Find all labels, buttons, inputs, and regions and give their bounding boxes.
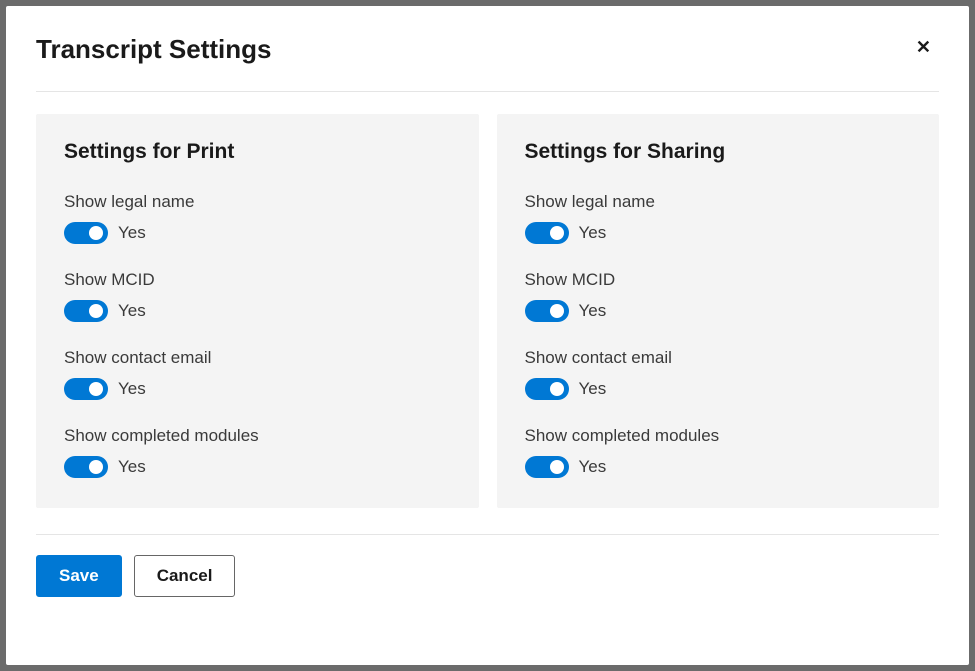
toggle-knob-icon xyxy=(550,226,564,240)
print-mcid-value: Yes xyxy=(118,301,146,321)
sharing-contact-email-toggle[interactable] xyxy=(525,378,569,400)
print-mcid-label: Show MCID xyxy=(64,270,451,290)
sharing-contact-email-value: Yes xyxy=(579,379,607,399)
close-button[interactable]: ✕ xyxy=(908,34,939,60)
sharing-legal-name-row: Show legal name Yes xyxy=(525,192,912,244)
sharing-mcid-label: Show MCID xyxy=(525,270,912,290)
save-button[interactable]: Save xyxy=(36,555,122,597)
print-mcid-toggle[interactable] xyxy=(64,300,108,322)
print-panel-title: Settings for Print xyxy=(64,140,451,164)
print-legal-name-value: Yes xyxy=(118,223,146,243)
toggle-knob-icon xyxy=(550,304,564,318)
sharing-mcid-value: Yes xyxy=(579,301,607,321)
toggle-knob-icon xyxy=(89,382,103,396)
print-completed-modules-value: Yes xyxy=(118,457,146,477)
sharing-settings-panel: Settings for Sharing Show legal name Yes… xyxy=(497,114,940,508)
print-settings-panel: Settings for Print Show legal name Yes S… xyxy=(36,114,479,508)
toggle-knob-icon xyxy=(550,460,564,474)
sharing-completed-modules-toggle-row: Yes xyxy=(525,456,912,478)
cancel-button[interactable]: Cancel xyxy=(134,555,236,597)
settings-modal: Transcript Settings ✕ Settings for Print… xyxy=(6,6,969,665)
print-legal-name-row: Show legal name Yes xyxy=(64,192,451,244)
sharing-completed-modules-label: Show completed modules xyxy=(525,426,912,446)
close-icon: ✕ xyxy=(916,37,931,57)
print-completed-modules-label: Show completed modules xyxy=(64,426,451,446)
print-contact-email-toggle-row: Yes xyxy=(64,378,451,400)
sharing-legal-name-value: Yes xyxy=(579,223,607,243)
print-legal-name-toggle-row: Yes xyxy=(64,222,451,244)
modal-title: Transcript Settings xyxy=(36,34,272,65)
panels-container: Settings for Print Show legal name Yes S… xyxy=(36,114,939,508)
print-contact-email-toggle[interactable] xyxy=(64,378,108,400)
sharing-mcid-row: Show MCID Yes xyxy=(525,270,912,322)
sharing-contact-email-label: Show contact email xyxy=(525,348,912,368)
modal-header: Transcript Settings ✕ xyxy=(36,34,939,92)
toggle-knob-icon xyxy=(89,226,103,240)
sharing-mcid-toggle-row: Yes xyxy=(525,300,912,322)
sharing-completed-modules-value: Yes xyxy=(579,457,607,477)
toggle-knob-icon xyxy=(89,460,103,474)
sharing-mcid-toggle[interactable] xyxy=(525,300,569,322)
sharing-legal-name-toggle-row: Yes xyxy=(525,222,912,244)
sharing-panel-title: Settings for Sharing xyxy=(525,140,912,164)
sharing-legal-name-toggle[interactable] xyxy=(525,222,569,244)
sharing-contact-email-row: Show contact email Yes xyxy=(525,348,912,400)
print-completed-modules-toggle-row: Yes xyxy=(64,456,451,478)
modal-footer: Save Cancel xyxy=(36,534,939,597)
print-mcid-row: Show MCID Yes xyxy=(64,270,451,322)
sharing-contact-email-toggle-row: Yes xyxy=(525,378,912,400)
print-contact-email-row: Show contact email Yes xyxy=(64,348,451,400)
print-contact-email-label: Show contact email xyxy=(64,348,451,368)
print-completed-modules-toggle[interactable] xyxy=(64,456,108,478)
sharing-completed-modules-toggle[interactable] xyxy=(525,456,569,478)
print-contact-email-value: Yes xyxy=(118,379,146,399)
toggle-knob-icon xyxy=(550,382,564,396)
sharing-legal-name-label: Show legal name xyxy=(525,192,912,212)
print-mcid-toggle-row: Yes xyxy=(64,300,451,322)
print-completed-modules-row: Show completed modules Yes xyxy=(64,426,451,478)
print-legal-name-label: Show legal name xyxy=(64,192,451,212)
print-legal-name-toggle[interactable] xyxy=(64,222,108,244)
toggle-knob-icon xyxy=(89,304,103,318)
sharing-completed-modules-row: Show completed modules Yes xyxy=(525,426,912,478)
